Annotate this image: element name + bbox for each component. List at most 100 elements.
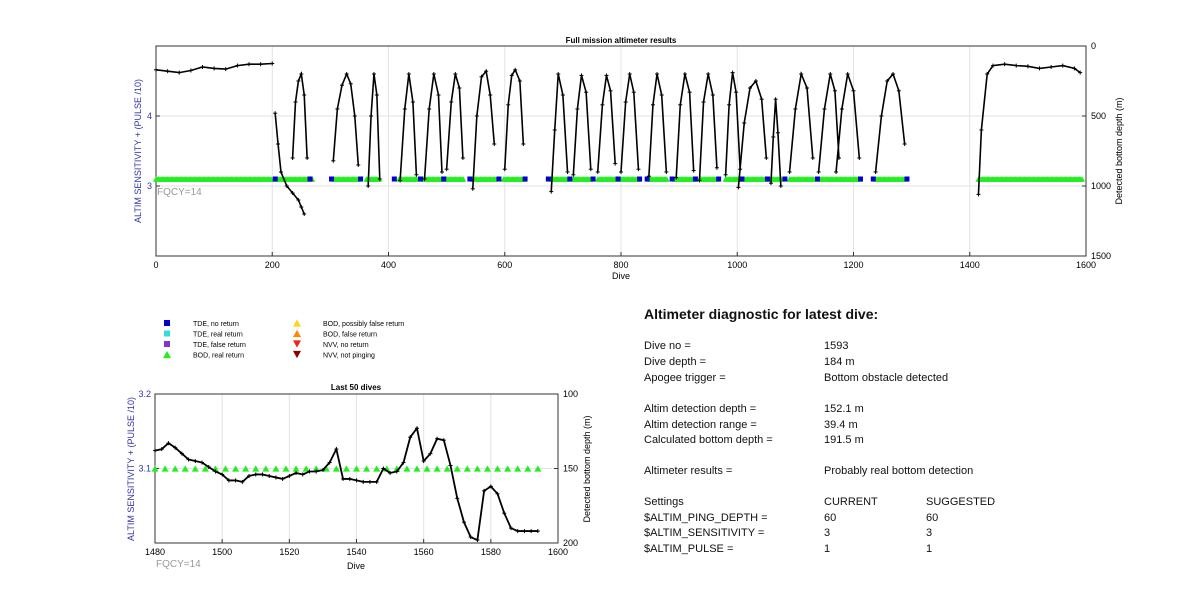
x-tick-label: 1480 [145, 547, 165, 557]
bottom-depth-point [240, 479, 245, 484]
bottom-depth-point [1060, 63, 1065, 68]
bod-real-return-marker [332, 465, 340, 472]
bottom-depth-line [332, 71, 360, 166]
bottom-depth-point [388, 470, 393, 475]
bottom-depth-point [508, 526, 513, 531]
bod-real-return-marker [663, 176, 670, 182]
bottom-depth-point [439, 170, 444, 174]
bottom-depth-point [991, 63, 995, 68]
diag-label: Altim detection depth = [644, 403, 757, 415]
y-left-tick-label: 3.2 [138, 389, 151, 399]
bottom-depth-point [535, 529, 540, 534]
x-tick-label: 1540 [346, 547, 366, 557]
bod-real-return-marker [191, 465, 199, 472]
bottom-depth-line [399, 73, 418, 181]
bod-real-return-marker [494, 465, 502, 472]
bod-real-return-marker [460, 176, 467, 182]
bottom-depth-point [613, 161, 618, 166]
tde-no-return-marker [567, 176, 573, 182]
tde-no-return-marker [692, 176, 698, 182]
tde-no-return-marker [272, 176, 278, 182]
bottom-depth-point [778, 184, 783, 188]
bottom-depth-point [369, 114, 374, 118]
bottom-depth-point [352, 114, 357, 118]
y-left-tick-label: 3.1 [138, 464, 151, 474]
last-50-title: Last 50 dives [331, 383, 382, 392]
setting-current: 3 [824, 527, 831, 539]
diag-label: Dive depth = [644, 356, 707, 368]
bottom-depth-point [488, 484, 493, 489]
x-tick-label: 1000 [727, 260, 747, 270]
bottom-depth-point [340, 83, 344, 88]
bottom-depth-point [697, 178, 702, 183]
bottom-depth-line [817, 73, 840, 173]
last-50-ylabel-right: Detected bottom depth (m) [582, 415, 592, 522]
tde-no-return-marker [329, 176, 335, 182]
bottom-depth-line [724, 72, 741, 175]
tde-no-return-marker [590, 176, 596, 182]
bottom-depth-point [410, 100, 415, 104]
bottom-depth-point [976, 192, 981, 197]
diag-row: Calculated bottom depth = 191.5 m [644, 434, 1064, 448]
y-right-tick-label: 150 [563, 464, 578, 474]
bottom-depth-point [522, 529, 527, 534]
bottom-depth-point [799, 72, 804, 76]
bottom-depth-point [1025, 64, 1030, 69]
tde-no-return-marker [904, 176, 910, 182]
tde-no-return-marker [522, 176, 528, 182]
bottom-depth-line [367, 73, 381, 187]
bottom-depth-point [674, 175, 679, 180]
bottom-depth-point [258, 62, 263, 67]
bottom-depth-point [354, 478, 359, 483]
bod-real-return-marker [1079, 176, 1086, 182]
bottom-depth-point [560, 93, 565, 97]
bottom-depth-point [985, 72, 990, 76]
bod-real-return-marker [181, 465, 189, 472]
bottom-depth-point [482, 488, 487, 493]
bottom-depth-point [636, 167, 641, 172]
bottom-depth-point [470, 186, 475, 191]
bottom-depth-line [874, 72, 906, 173]
bottom-depth-point [276, 142, 281, 146]
bottom-depth-point [734, 90, 739, 95]
bottom-depth-point [188, 68, 193, 73]
bottom-depth-point [588, 167, 593, 172]
bottom-depth-point [287, 473, 292, 478]
bottom-depth-point [165, 69, 170, 74]
bottom-depth-point [659, 93, 664, 97]
bottom-depth-point [455, 496, 460, 501]
bottom-depth-point [549, 189, 554, 194]
bottom-depth-point [444, 167, 449, 172]
bottom-depth-point [851, 88, 856, 93]
setting-name: $ALTIM_SENSITIVITY = [644, 527, 765, 539]
bottom-depth-point [441, 438, 446, 443]
bottom-depth-point [305, 156, 310, 160]
bottom-depth-point [664, 170, 669, 174]
bottom-depth-point [270, 61, 275, 66]
x-tick-label: 200 [265, 260, 280, 270]
bottom-depth-point [793, 107, 798, 111]
bod-real-return-marker [353, 465, 360, 472]
bottom-depth-point [513, 67, 518, 72]
bottom-depth-point [873, 170, 878, 174]
bottom-depth-point [529, 529, 534, 534]
bottom-depth-point [431, 72, 436, 76]
full-mission-ticks: 0 200 400 600 800 1000 1200 1400 1600 3 4 0 500 1000 1… [147, 41, 1111, 270]
bottom-depth-point [646, 174, 651, 179]
bottom-depth-point [247, 473, 252, 478]
bottom-depth-line [274, 113, 305, 215]
diag-value: 191.5 m [824, 434, 864, 446]
legend-label: TDE, real return [193, 332, 243, 339]
y-left-tick-label: 3 [147, 181, 152, 191]
tde-no-return-marker [764, 176, 770, 182]
bod-real-return-marker [282, 465, 290, 472]
x-tick-label: 0 [153, 260, 158, 270]
bottom-depth-point [1002, 62, 1007, 67]
bottom-depth-point [200, 65, 205, 69]
bod-real-return-marker [423, 465, 431, 472]
bottom-depth-point [278, 170, 283, 174]
bottom-depth-line [550, 73, 569, 192]
bottom-depth-point [775, 130, 780, 135]
bottom-depth-point [361, 479, 366, 484]
